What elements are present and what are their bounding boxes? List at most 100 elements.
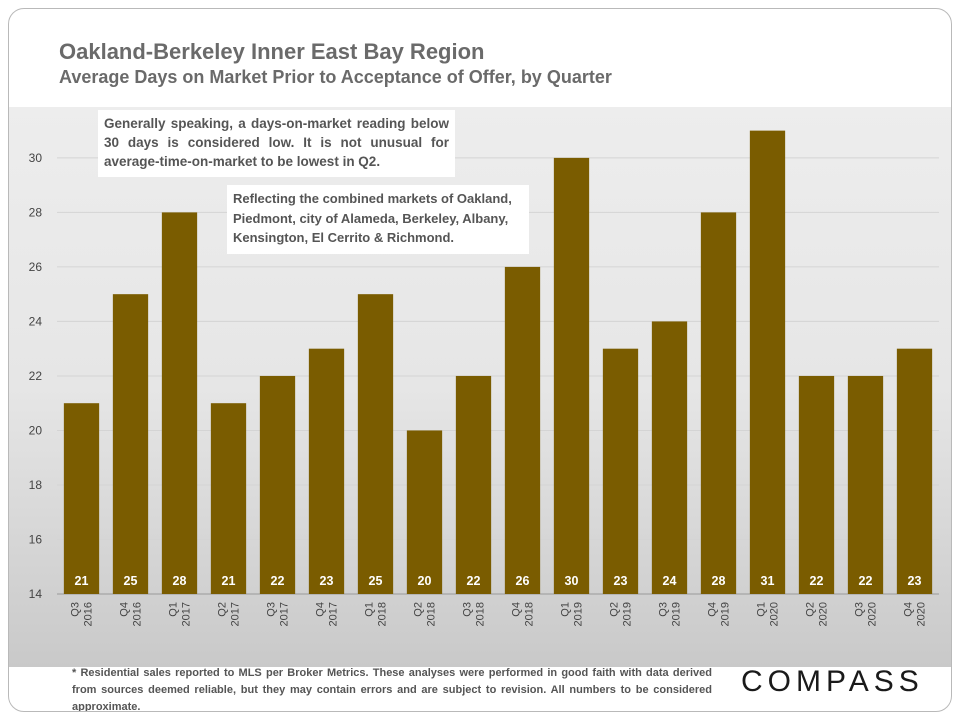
bar <box>896 348 933 594</box>
bar-value-label: 20 <box>418 574 432 588</box>
bar <box>161 212 198 594</box>
bar-value-label: 22 <box>271 574 285 588</box>
x-tick-label: Q4 2018 <box>511 602 536 626</box>
x-tick-label: Q2 2020 <box>805 602 830 626</box>
x-tick-label: Q4 2020 <box>903 602 928 626</box>
x-tick-year: 2017 <box>279 602 291 626</box>
bar <box>651 321 688 594</box>
x-tick-quarter: Q2 <box>217 602 229 617</box>
y-tick-label: 18 <box>29 478 43 492</box>
bar <box>406 430 443 594</box>
x-tick-quarter: Q1 <box>756 602 768 617</box>
x-tick-label: Q2 2019 <box>609 602 634 626</box>
x-tick-quarter: Q1 <box>560 602 572 617</box>
x-tick-year: 2018 <box>377 602 389 626</box>
x-tick-label: Q2 2018 <box>413 602 438 626</box>
x-tick-label: Q1 2020 <box>756 602 781 626</box>
bar <box>210 403 247 594</box>
bar <box>112 294 149 594</box>
bar-value-label: 22 <box>467 574 481 588</box>
annotation-low-reading: Generally speaking, a days-on-market rea… <box>98 110 455 177</box>
x-tick-quarter: Q3 <box>266 602 278 617</box>
y-tick-label: 20 <box>29 423 43 437</box>
x-tick-year: 2016 <box>132 602 144 626</box>
bar <box>455 375 492 594</box>
footnote: * Residential sales reported to MLS per … <box>72 667 712 712</box>
chart-title: Oakland-Berkeley Inner East Bay Region <box>59 39 485 64</box>
x-tick-quarter: Q1 <box>364 602 376 617</box>
x-tick-label: Q4 2016 <box>119 602 144 626</box>
x-tick-quarter: Q4 <box>903 602 915 617</box>
bar <box>63 403 100 594</box>
bar-value-label: 22 <box>810 574 824 588</box>
x-tick-year: 2016 <box>83 602 95 626</box>
x-tick-quarter: Q4 <box>511 602 523 617</box>
x-tick-label: Q4 2019 <box>707 602 732 626</box>
x-tick-quarter: Q2 <box>805 602 817 617</box>
chart-subtitle: Average Days on Market Prior to Acceptan… <box>59 67 612 87</box>
y-tick-label: 28 <box>29 205 43 219</box>
x-tick-quarter: Q2 <box>609 602 621 617</box>
bar-value-label: 21 <box>222 574 236 588</box>
x-tick-year: 2017 <box>328 602 340 626</box>
bar <box>504 266 541 594</box>
x-tick-year: 2019 <box>671 602 683 626</box>
x-tick-label: Q1 2019 <box>560 602 585 626</box>
x-tick-label: Q3 2020 <box>854 602 879 626</box>
bar <box>847 375 884 594</box>
x-tick-year: 2018 <box>475 602 487 626</box>
x-tick-quarter: Q3 <box>658 602 670 617</box>
x-tick-quarter: Q3 <box>462 602 474 617</box>
bar-value-label: 28 <box>173 574 187 588</box>
x-tick-label: Q3 2017 <box>266 602 291 626</box>
bar-value-label: 28 <box>712 574 726 588</box>
x-tick-quarter: Q3 <box>854 602 866 617</box>
x-tick-label: Q3 2018 <box>462 602 487 626</box>
x-tick-year: 2017 <box>181 602 193 626</box>
x-tick-year: 2019 <box>622 602 634 626</box>
bar <box>602 348 639 594</box>
y-tick-label: 14 <box>29 587 43 601</box>
bar-value-label: 23 <box>908 574 922 588</box>
x-tick-label: Q4 2017 <box>315 602 340 626</box>
chart-frame: 14 16 18 20 22 24 26 28 30 21 Q3 2016 25 Q4 2016 28 Q1 20… <box>8 8 952 712</box>
x-tick-year: 2017 <box>230 602 242 626</box>
bar <box>259 375 296 594</box>
x-tick-label: Q1 2018 <box>364 602 389 626</box>
bar-value-label: 21 <box>75 574 89 588</box>
bar <box>553 157 590 594</box>
bar-value-label: 23 <box>320 574 334 588</box>
bar-value-label: 25 <box>369 574 383 588</box>
annotation-markets: Reflecting the combined markets of Oakla… <box>227 185 529 254</box>
bar-value-label: 23 <box>614 574 628 588</box>
x-tick-label: Q2 2017 <box>217 602 242 626</box>
y-tick-label: 22 <box>29 369 43 383</box>
x-tick-quarter: Q4 <box>315 602 327 617</box>
x-tick-label: Q3 2019 <box>658 602 683 626</box>
x-tick-year: 2019 <box>720 602 732 626</box>
x-tick-label: Q3 2016 <box>70 602 95 626</box>
bar-value-label: 26 <box>516 574 530 588</box>
x-tick-year: 2020 <box>916 602 928 626</box>
x-tick-year: 2018 <box>426 602 438 626</box>
compass-logo: COMPASS <box>741 665 924 698</box>
y-tick-label: 26 <box>29 260 43 274</box>
y-tick-label: 30 <box>29 151 43 165</box>
bar <box>798 375 835 594</box>
x-tick-year: 2020 <box>867 602 879 626</box>
bar-value-label: 24 <box>663 574 677 588</box>
x-tick-quarter: Q3 <box>70 602 82 617</box>
x-tick-year: 2019 <box>573 602 585 626</box>
bar <box>700 212 737 594</box>
x-tick-quarter: Q1 <box>168 602 180 617</box>
bar-value-label: 25 <box>124 574 138 588</box>
bar <box>357 294 394 594</box>
y-tick-label: 24 <box>29 314 43 328</box>
x-tick-quarter: Q2 <box>413 602 425 617</box>
x-tick-year: 2020 <box>769 602 781 626</box>
x-tick-label: Q1 2017 <box>168 602 193 626</box>
x-tick-quarter: Q4 <box>707 602 719 617</box>
bar-value-label: 31 <box>761 574 775 588</box>
bar-value-label: 30 <box>565 574 579 588</box>
